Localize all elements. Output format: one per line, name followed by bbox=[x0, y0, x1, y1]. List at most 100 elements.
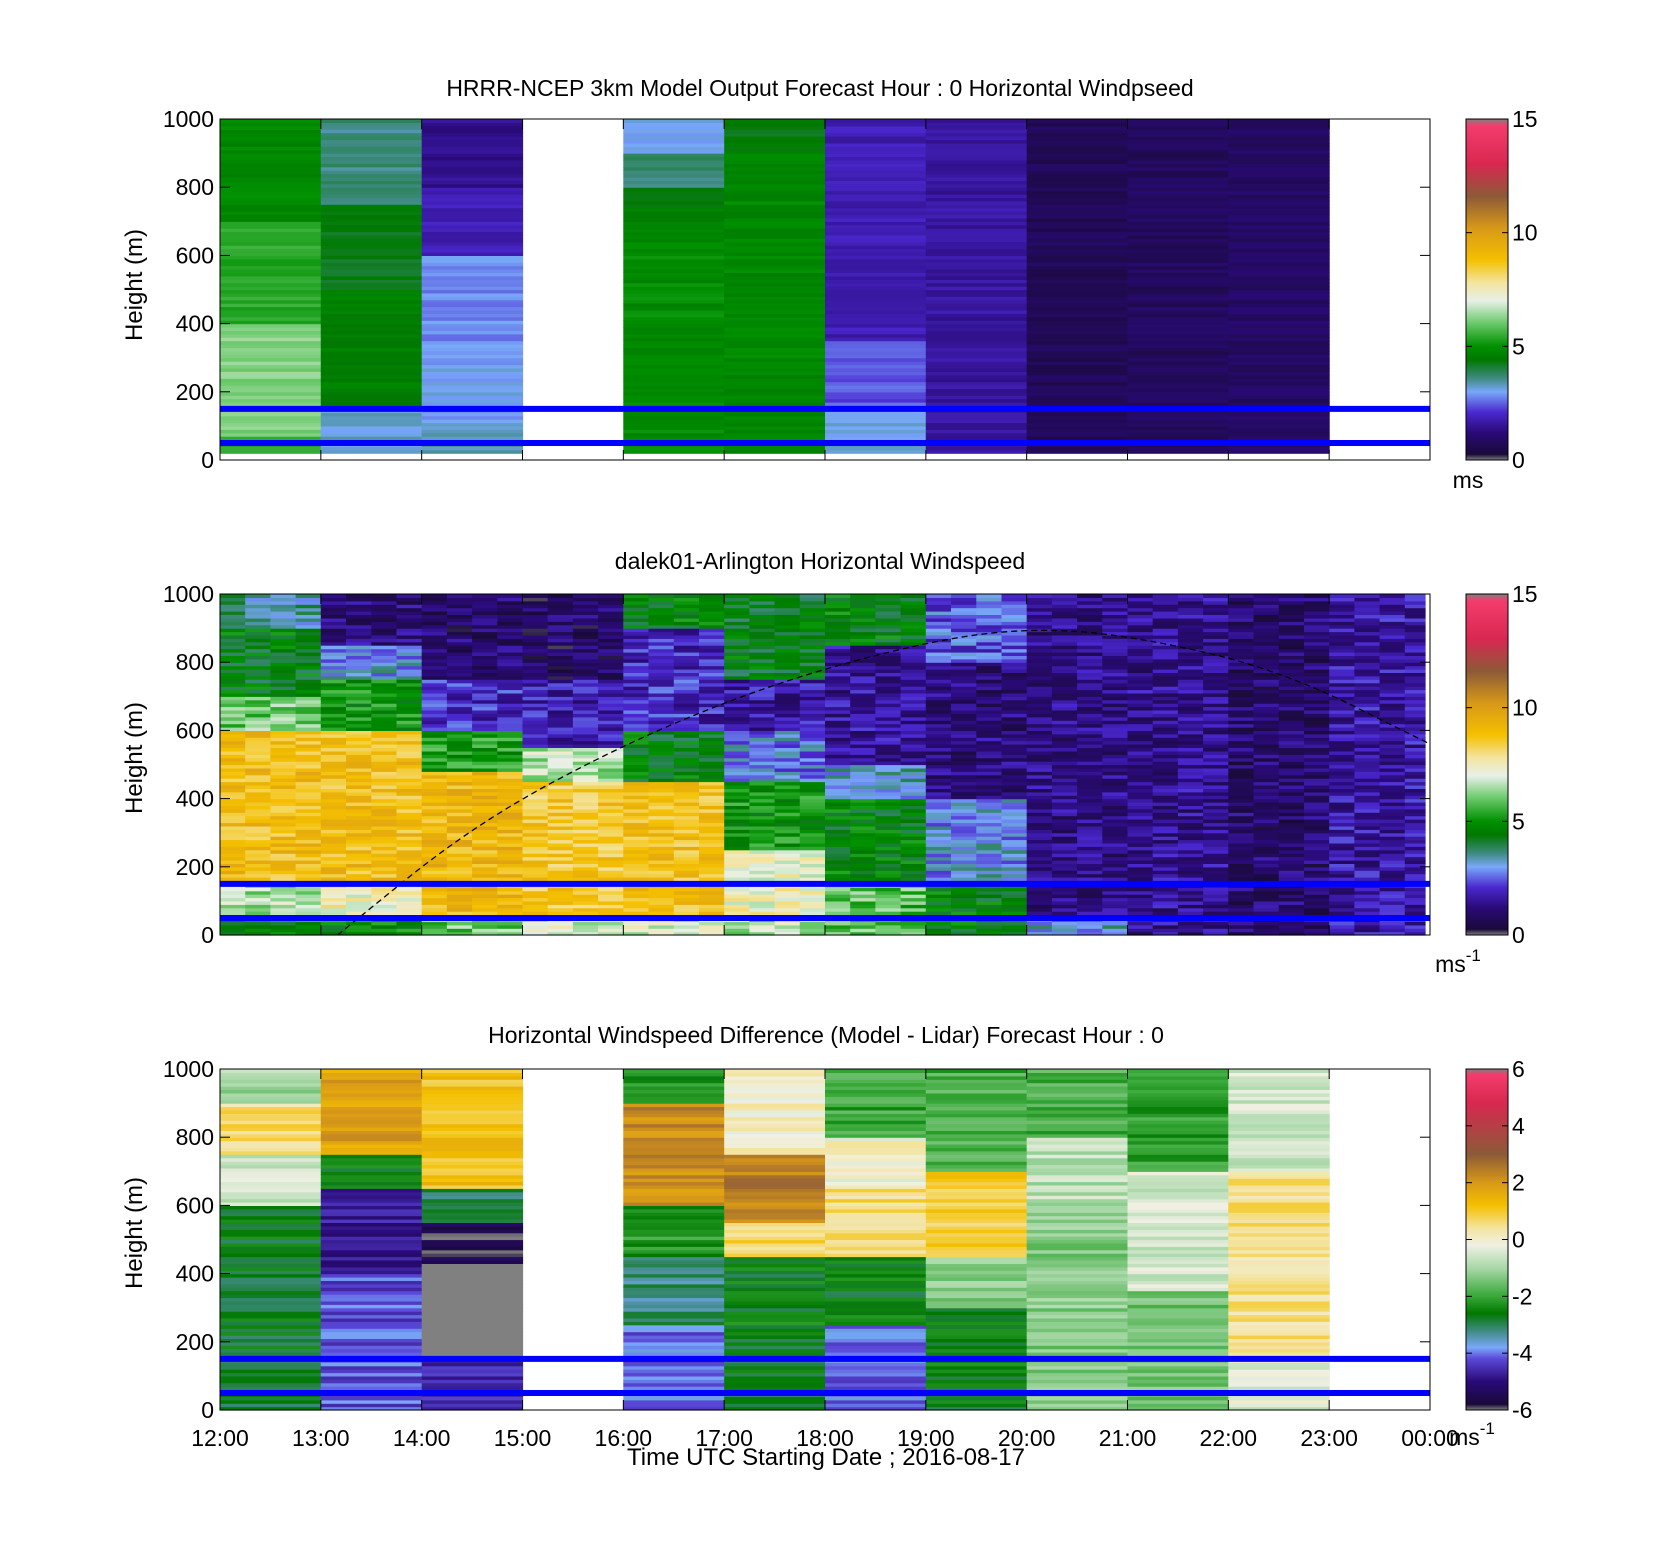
heatmap-cell bbox=[673, 805, 700, 810]
heatmap-cell bbox=[925, 269, 1028, 273]
heatmap-cell bbox=[497, 594, 524, 598]
heatmap-cell bbox=[472, 720, 498, 725]
heatmap-cell bbox=[1127, 802, 1154, 806]
heatmap-cell bbox=[1077, 703, 1103, 708]
heatmap-cell bbox=[446, 720, 473, 725]
heatmap-cell bbox=[320, 340, 423, 345]
heatmap-cell bbox=[547, 771, 574, 776]
heatmap-cell bbox=[522, 679, 549, 684]
heatmap-cell bbox=[825, 388, 927, 393]
heatmap-cell bbox=[446, 846, 473, 851]
heatmap-cell bbox=[245, 907, 271, 912]
heatmap-cell bbox=[825, 361, 927, 366]
heatmap-cell bbox=[724, 183, 826, 188]
heatmap-cell bbox=[749, 675, 776, 680]
heatmap-cell bbox=[320, 228, 423, 233]
heatmap-cell bbox=[472, 662, 498, 667]
heatmap-cell bbox=[421, 248, 524, 253]
heatmap-cell bbox=[220, 142, 322, 147]
heatmap-cell bbox=[371, 648, 398, 653]
heatmap-cell bbox=[421, 798, 448, 803]
heatmap-cell bbox=[421, 190, 524, 195]
heatmap-cell bbox=[925, 289, 1028, 294]
heatmap-cell bbox=[1051, 628, 1078, 633]
heatmap-cell bbox=[1102, 890, 1129, 895]
heatmap-cell bbox=[245, 849, 271, 854]
heatmap-cell bbox=[472, 761, 498, 766]
heatmap-cell bbox=[320, 778, 347, 783]
heatmap-cell bbox=[724, 624, 750, 629]
heatmap-cell bbox=[295, 686, 322, 691]
heatmap-cell bbox=[623, 788, 650, 793]
heatmap-cell bbox=[875, 600, 902, 605]
heatmap-cell bbox=[1001, 689, 1028, 694]
heatmap-cell bbox=[270, 894, 297, 899]
heatmap-cell bbox=[522, 778, 549, 783]
heatmap-cell bbox=[220, 785, 246, 789]
heatmap-cell bbox=[1228, 367, 1330, 372]
heatmap-cell bbox=[371, 655, 398, 660]
heatmap-cell bbox=[976, 928, 1003, 933]
heatmap-cell bbox=[522, 911, 549, 916]
heatmap-cell bbox=[270, 669, 297, 673]
heatmap-cell bbox=[749, 832, 776, 837]
heatmap-cell bbox=[371, 631, 398, 636]
heatmap-cell bbox=[850, 849, 876, 854]
heatmap-cell bbox=[623, 662, 650, 667]
heatmap-cell bbox=[774, 614, 801, 619]
heatmap-cell bbox=[270, 720, 297, 725]
heatmap-cell bbox=[799, 607, 826, 612]
heatmap-cell bbox=[799, 856, 826, 861]
heatmap-cell bbox=[623, 866, 650, 871]
heatmap-cell bbox=[320, 699, 347, 704]
heatmap-cell bbox=[825, 791, 851, 796]
heatmap-cell bbox=[598, 836, 624, 841]
heatmap-cell bbox=[522, 931, 549, 936]
heatmap-cell bbox=[825, 662, 851, 667]
heatmap-cell bbox=[951, 675, 977, 680]
heatmap-cell bbox=[1001, 815, 1028, 820]
heatmap-cell bbox=[1127, 432, 1229, 437]
heatmap-cell bbox=[623, 655, 650, 660]
heatmap-cell bbox=[572, 825, 599, 830]
heatmap-cell bbox=[724, 211, 826, 216]
heatmap-cell bbox=[951, 689, 977, 694]
heatmap-cell bbox=[648, 723, 675, 728]
heatmap-cell bbox=[925, 190, 1028, 195]
heatmap-cell bbox=[673, 904, 700, 909]
heatmap-cell bbox=[1001, 713, 1028, 718]
heatmap-cell bbox=[295, 788, 322, 793]
heatmap-cell bbox=[446, 788, 473, 793]
heatmap-cell bbox=[648, 706, 675, 711]
heatmap-cell bbox=[220, 655, 246, 660]
heatmap-cell bbox=[875, 842, 902, 847]
heatmap-cell bbox=[320, 730, 347, 735]
heatmap-cell bbox=[396, 808, 423, 813]
heatmap-cell bbox=[220, 634, 246, 639]
heatmap-cell bbox=[1051, 853, 1078, 858]
heatmap-cell bbox=[925, 894, 952, 899]
heatmap-cell bbox=[925, 805, 952, 810]
heatmap-cell bbox=[497, 597, 524, 602]
heatmap-cell bbox=[825, 873, 851, 878]
heatmap-cell bbox=[623, 669, 650, 673]
heatmap-cell bbox=[1026, 378, 1129, 383]
heatmap-cell bbox=[346, 607, 372, 612]
heatmap-cell bbox=[1127, 836, 1154, 841]
heatmap-cell bbox=[1077, 611, 1103, 615]
heatmap-cell bbox=[951, 870, 977, 875]
heatmap-cell bbox=[497, 611, 524, 615]
heatmap-cell bbox=[1228, 354, 1330, 359]
heatmap-cell bbox=[1152, 849, 1179, 854]
heatmap-cell bbox=[1001, 808, 1028, 813]
heatmap-cell bbox=[371, 877, 398, 881]
heatmap-cell bbox=[976, 706, 1003, 711]
heatmap-cell bbox=[1228, 125, 1330, 130]
heatmap-cell bbox=[799, 829, 826, 834]
heatmap-cell bbox=[699, 928, 725, 933]
heatmap-cell bbox=[1228, 350, 1330, 355]
heatmap-cell bbox=[371, 836, 398, 841]
heatmap-cell bbox=[270, 785, 297, 789]
heatmap-cell bbox=[396, 931, 423, 936]
heatmap-cell bbox=[951, 877, 977, 881]
